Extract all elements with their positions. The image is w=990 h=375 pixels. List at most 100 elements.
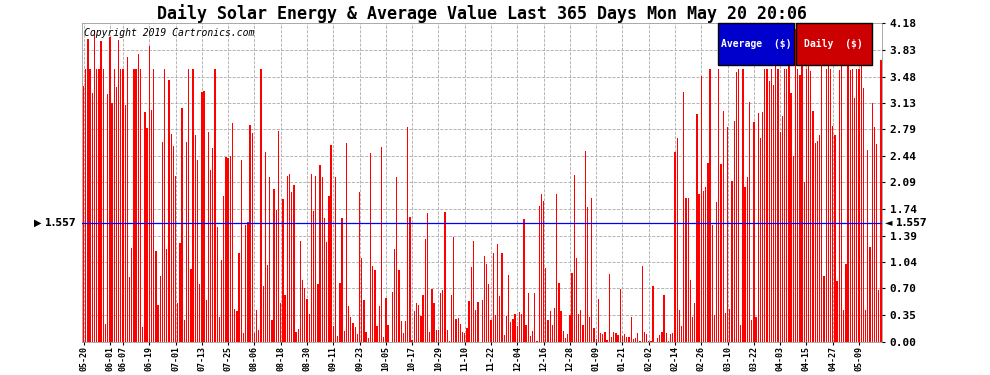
Bar bbox=[237, 311, 238, 342]
Bar bbox=[543, 201, 545, 342]
Bar bbox=[804, 182, 805, 342]
Bar bbox=[175, 176, 176, 342]
Bar bbox=[269, 177, 270, 342]
Bar bbox=[335, 177, 337, 342]
Bar bbox=[790, 93, 792, 342]
Bar bbox=[510, 322, 512, 342]
Bar bbox=[258, 330, 259, 342]
Bar bbox=[843, 310, 844, 342]
Bar bbox=[837, 281, 838, 342]
Bar bbox=[681, 326, 682, 342]
Title: Daily Solar Energy & Average Value Last 365 Days Mon May 20 20:06: Daily Solar Energy & Average Value Last … bbox=[157, 4, 807, 23]
Bar bbox=[620, 289, 621, 342]
Bar bbox=[611, 337, 612, 342]
Bar bbox=[512, 320, 514, 342]
Bar bbox=[470, 267, 472, 342]
Bar bbox=[267, 264, 268, 342]
Bar bbox=[659, 334, 660, 342]
Bar bbox=[315, 176, 317, 342]
Bar bbox=[425, 239, 426, 342]
Bar bbox=[320, 165, 321, 342]
Bar bbox=[558, 283, 559, 342]
Bar bbox=[161, 142, 163, 342]
Bar bbox=[549, 311, 550, 342]
Bar bbox=[656, 338, 658, 342]
Bar bbox=[824, 276, 825, 342]
Bar bbox=[324, 218, 325, 342]
Bar bbox=[421, 316, 422, 342]
Bar bbox=[85, 69, 86, 342]
Bar bbox=[381, 147, 382, 342]
Bar bbox=[398, 270, 400, 342]
Bar bbox=[553, 308, 555, 342]
Bar bbox=[359, 192, 360, 342]
Bar bbox=[609, 274, 610, 342]
Bar bbox=[732, 181, 733, 342]
Bar bbox=[495, 315, 496, 342]
Bar bbox=[793, 156, 794, 342]
Bar bbox=[432, 289, 433, 342]
Bar bbox=[168, 80, 169, 342]
Bar bbox=[337, 336, 339, 342]
Bar bbox=[775, 55, 776, 342]
Bar bbox=[291, 192, 292, 342]
Bar bbox=[179, 243, 180, 342]
Bar bbox=[718, 69, 720, 342]
Bar bbox=[372, 266, 373, 342]
Bar bbox=[714, 315, 715, 342]
Bar bbox=[418, 305, 420, 342]
Bar bbox=[521, 315, 523, 342]
Bar bbox=[280, 303, 281, 342]
Bar bbox=[545, 268, 546, 342]
Bar bbox=[145, 112, 146, 342]
Bar bbox=[186, 142, 187, 342]
Bar bbox=[188, 69, 189, 342]
Bar bbox=[556, 194, 557, 342]
Bar bbox=[287, 176, 288, 342]
Bar bbox=[721, 165, 722, 342]
Bar bbox=[751, 320, 752, 342]
Bar bbox=[243, 333, 245, 342]
Bar bbox=[860, 62, 862, 342]
Bar bbox=[738, 69, 740, 342]
Bar bbox=[331, 144, 332, 342]
Bar bbox=[260, 69, 261, 342]
Bar bbox=[488, 284, 489, 342]
Bar bbox=[762, 112, 763, 342]
Bar bbox=[736, 72, 737, 342]
Bar bbox=[376, 326, 378, 342]
Bar bbox=[436, 330, 437, 342]
Bar bbox=[600, 333, 601, 342]
Bar bbox=[524, 219, 525, 342]
Bar bbox=[322, 177, 323, 342]
Bar bbox=[396, 177, 397, 342]
Bar bbox=[537, 341, 538, 342]
Bar bbox=[226, 157, 227, 342]
Bar bbox=[725, 313, 726, 342]
Bar bbox=[854, 98, 855, 342]
Bar bbox=[742, 69, 743, 342]
Bar bbox=[352, 323, 353, 342]
Bar bbox=[867, 150, 868, 342]
Bar bbox=[392, 292, 393, 342]
Bar bbox=[773, 84, 774, 342]
Bar bbox=[826, 69, 827, 342]
Bar bbox=[170, 134, 172, 342]
Bar bbox=[584, 151, 586, 342]
Bar bbox=[723, 111, 724, 342]
Bar bbox=[635, 338, 637, 342]
Bar bbox=[120, 69, 122, 342]
Bar bbox=[190, 269, 192, 342]
Bar bbox=[177, 303, 178, 342]
Bar bbox=[696, 114, 698, 342]
Text: ▶ 1.557: ▶ 1.557 bbox=[34, 218, 75, 228]
Bar bbox=[306, 299, 308, 342]
Bar bbox=[116, 87, 117, 342]
Bar bbox=[249, 125, 250, 342]
Bar bbox=[98, 69, 100, 342]
Bar bbox=[624, 334, 626, 342]
Bar bbox=[313, 211, 314, 342]
Bar bbox=[295, 332, 297, 342]
Bar bbox=[342, 217, 343, 342]
Bar bbox=[234, 309, 236, 342]
